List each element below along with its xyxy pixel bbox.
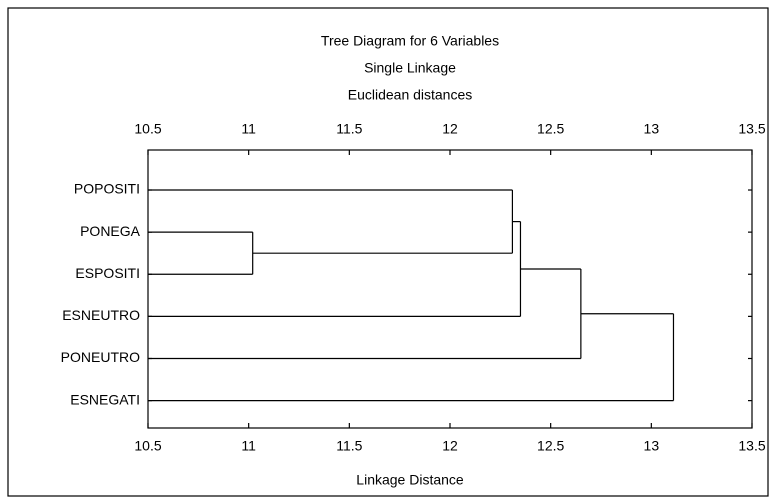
x-tick-label-top: 13 xyxy=(644,121,660,137)
x-tick-label-top: 11 xyxy=(241,121,256,137)
leaf-label: PONEUTRO xyxy=(61,349,140,365)
leaf-label: POPOSITI xyxy=(74,181,140,197)
leaf-label: ESNEGATI xyxy=(70,391,140,407)
leaf-label: PONEGA xyxy=(80,223,141,239)
x-tick-label: 12 xyxy=(442,438,458,454)
x-tick-label-top: 11.5 xyxy=(336,121,362,137)
leaf-label: ESNEUTRO xyxy=(62,307,140,323)
chart-title: Tree Diagram for 6 Variables xyxy=(321,33,499,49)
x-tick-label: 11.5 xyxy=(336,438,362,454)
x-tick-label: 10.5 xyxy=(134,438,161,454)
x-tick-label: 13.5 xyxy=(738,438,765,454)
plot-area xyxy=(147,149,753,429)
x-tick-label-top: 12.5 xyxy=(537,121,564,137)
leaf-label: ESPOSITI xyxy=(75,265,140,281)
x-tick-label-top: 12 xyxy=(442,121,458,137)
x-axis-label: Linkage Distance xyxy=(356,472,464,488)
chart-subtitle: Euclidean distances xyxy=(348,87,473,103)
x-tick-label-top: 13.5 xyxy=(738,121,765,137)
frame xyxy=(7,7,769,497)
x-tick-label: 12.5 xyxy=(537,438,564,454)
chart-subtitle: Single Linkage xyxy=(364,60,456,76)
x-tick-label-top: 10.5 xyxy=(134,121,161,137)
x-tick-label: 13 xyxy=(644,438,660,454)
x-tick-label: 11 xyxy=(241,438,256,454)
